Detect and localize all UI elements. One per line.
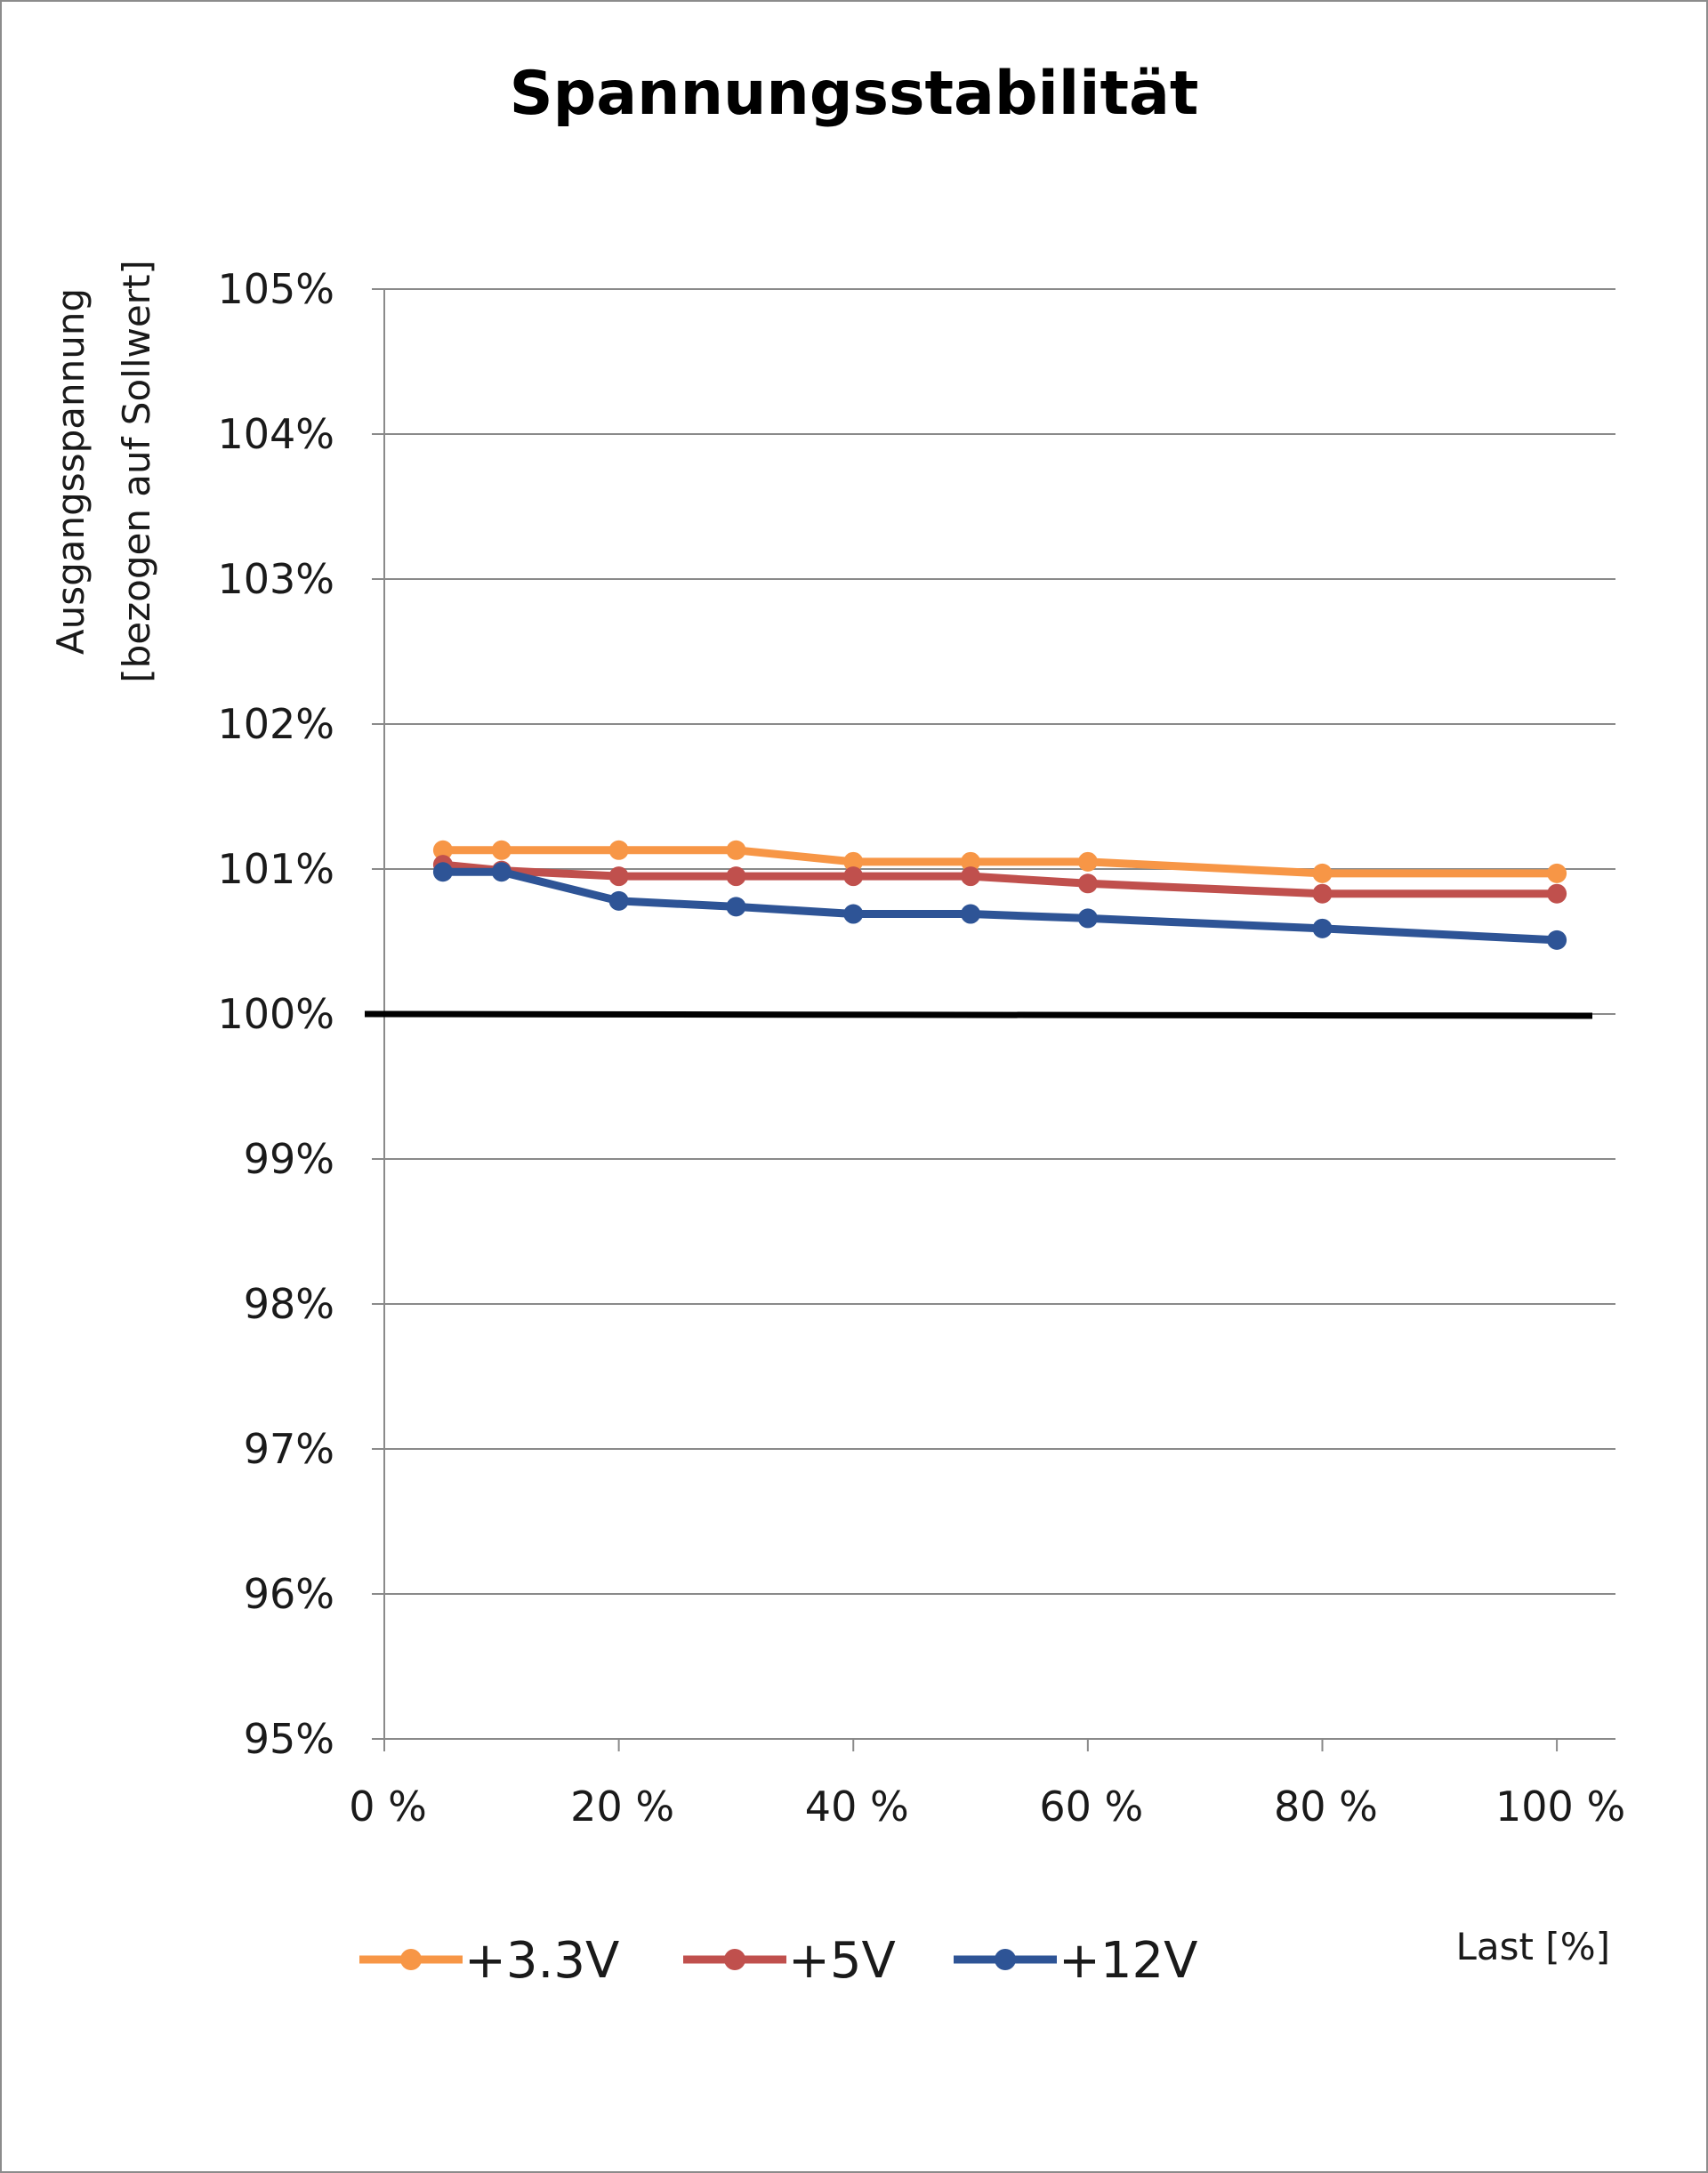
series-2-point-7: [1312, 918, 1333, 938]
series-1-point-7: [1312, 883, 1333, 904]
y-tick-label-105: 105%: [217, 265, 334, 313]
series-2-point-1: [491, 862, 512, 882]
x-tick-label-100: 100 %: [1495, 1783, 1625, 1831]
series-0-point-7: [1312, 863, 1333, 883]
series-2-point-3: [726, 897, 746, 917]
legend-label-1: +5V: [788, 1932, 896, 1990]
series-2-point-6: [1077, 908, 1098, 929]
y-tick-label-95: 95%: [244, 1715, 334, 1763]
x-tick-label-60: 60 %: [1039, 1783, 1143, 1831]
x-tick-label-40: 40 %: [805, 1783, 909, 1831]
y-tick-label-101: 101%: [217, 845, 334, 893]
series-0-point-8: [1547, 863, 1567, 883]
y-tick-label-103: 103%: [217, 555, 334, 603]
series-0-point-1: [491, 840, 512, 860]
reference-line-group: [364, 1010, 1593, 1019]
axes: [372, 288, 1615, 1751]
series-1-point-8: [1547, 883, 1567, 904]
series-line-2: [439, 867, 1561, 945]
series-0-point-6: [1077, 851, 1098, 872]
legend-label-2: +12V: [1059, 1932, 1198, 1990]
x-tick-label-80: 80 %: [1274, 1783, 1378, 1831]
y-tick-label-98: 98%: [244, 1280, 334, 1328]
x-tick-label-0: 0 %: [349, 1783, 427, 1831]
legend: +3.3V +5V +12V: [359, 1932, 1198, 1990]
y-axis-label-line-1: Ausgangsspannung: [49, 288, 93, 655]
y-tick-labels: 95% 96% 97% 98% 99% 100% 101% 102% 103% 104% 105%: [217, 265, 334, 1763]
series-0-point-3: [726, 840, 746, 860]
series-2-point-4: [843, 904, 864, 924]
legend-swatch-marker-2: [995, 1949, 1016, 1970]
y-tick-label-100: 100%: [217, 990, 334, 1038]
chart-title: Spannungsstabilität: [510, 59, 1199, 129]
series-2-point-5: [961, 904, 981, 924]
series-group: [432, 840, 1567, 950]
y-axis-label-line-2: [bezogen auf Sollwert]: [115, 260, 158, 683]
y-tick-label-96: 96%: [244, 1570, 334, 1618]
y-tick-label-97: 97%: [244, 1425, 334, 1473]
legend-swatch-marker-0: [400, 1949, 422, 1970]
x-axis-label: Last [%]: [1455, 1925, 1610, 1968]
series-1-point-4: [843, 866, 864, 887]
series-0-point-2: [608, 840, 629, 860]
y-axis-label: Ausgangsspannung [bezogen auf Sollwert]: [49, 260, 158, 683]
series-2-point-0: [432, 862, 453, 882]
series-1-point-5: [961, 866, 981, 887]
x-tick-labels: 0 % 20 % 40 % 60 % 80 % 100 %: [349, 1783, 1625, 1831]
y-tick-label-99: 99%: [244, 1135, 334, 1183]
series-0-point-4: [843, 851, 864, 872]
legend-swatch-marker-1: [724, 1949, 745, 1970]
series-0-point-5: [961, 851, 981, 872]
series-1-point-3: [726, 866, 746, 887]
y-tick-label-104: 104%: [217, 410, 334, 458]
y-tick-label-102: 102%: [217, 700, 334, 748]
gridlines: [384, 288, 1615, 1595]
series-2-point-2: [608, 890, 629, 911]
series-2-point-8: [1547, 930, 1567, 950]
series-1-point-6: [1077, 873, 1098, 894]
legend-label-0: +3.3V: [464, 1932, 619, 1990]
series-0-point-0: [432, 840, 453, 860]
reference-line-100: [364, 1010, 1593, 1019]
series-1-point-2: [608, 866, 629, 887]
x-tick-label-20: 20 %: [570, 1783, 674, 1831]
